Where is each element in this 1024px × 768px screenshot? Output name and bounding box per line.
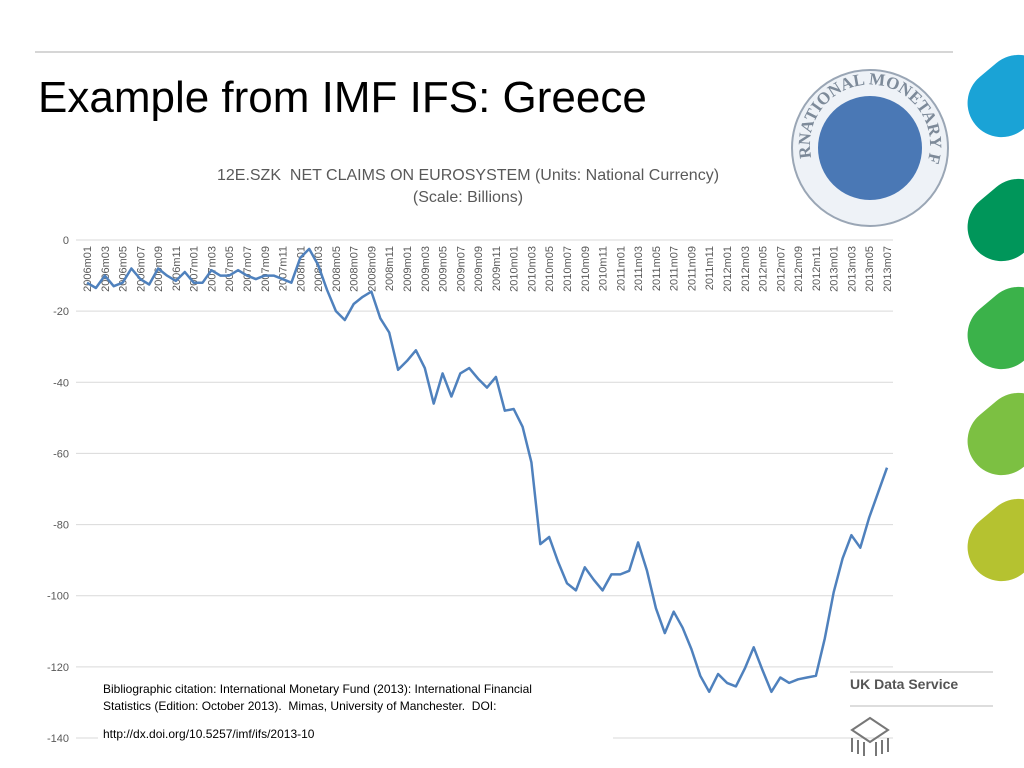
- y-tick-label: -60: [53, 448, 69, 460]
- x-tick-label: 2008m11: [384, 246, 396, 291]
- brand-icon: [850, 716, 890, 756]
- chart-subtitle: (Scale: Billions): [413, 189, 523, 206]
- x-tick-label: 2008m07: [349, 246, 361, 292]
- y-tick-label: 0: [63, 235, 69, 247]
- x-tick-label: 2013m07: [882, 246, 894, 292]
- x-tick-label: 2011m11: [704, 246, 716, 290]
- citation-line: Statistics (Edition: October 2013). Mima…: [103, 699, 496, 713]
- x-tick-label: 2012m07: [775, 246, 787, 292]
- x-tick-label: 2006m11: [171, 246, 183, 291]
- x-tick-label: 2009m01: [402, 246, 414, 292]
- x-tick-label: 2007m09: [260, 246, 272, 292]
- citation-line: Bibliographic citation: International Mo…: [103, 682, 532, 696]
- x-tick-label: 2011m05: [651, 246, 663, 291]
- x-tick-label: 2013m01: [829, 246, 841, 292]
- tab: [967, 392, 1024, 476]
- x-tick-label: 2006m07: [135, 246, 147, 292]
- x-tick-label: 2006m01: [82, 246, 94, 292]
- x-tick-label: 2008m05: [331, 246, 343, 292]
- citation-box: [98, 676, 613, 746]
- y-tick-label: -120: [47, 662, 69, 674]
- x-tick-label: 2011m07: [669, 246, 681, 291]
- x-tick-label: 2012m01: [722, 246, 734, 292]
- x-tick-label: 2010m03: [526, 246, 538, 292]
- series-line: [86, 247, 889, 694]
- x-tick-label: 2011m09: [686, 246, 698, 291]
- x-tick-label: 2009m07: [455, 246, 467, 292]
- tab: [967, 54, 1024, 138]
- x-tick-label: 2013m05: [864, 246, 876, 292]
- brand: UK Data Service: [850, 676, 958, 692]
- x-tick-label: 2009m09: [473, 246, 485, 292]
- tabs: [967, 54, 1024, 582]
- x-tick-label: 2006m03: [100, 246, 112, 292]
- tab: [967, 286, 1024, 370]
- tab: [967, 178, 1024, 262]
- x-tick-label: 2009m03: [420, 246, 432, 292]
- x-tick-label: 2008m01: [295, 246, 307, 292]
- x-tick-label: 2012m03: [740, 246, 752, 292]
- x-tick-label: 2006m05: [118, 246, 130, 292]
- chart-title: 12E.SZK NET CLAIMS ON EUROSYSTEM (Units:…: [217, 167, 719, 184]
- slide-title: Example from IMF IFS: Greece: [38, 73, 647, 122]
- x-tick-label: 2011m03: [633, 246, 645, 291]
- globe: [818, 96, 922, 200]
- y-tick-label: -40: [53, 377, 69, 389]
- x-tick-label: 2009m11: [491, 246, 503, 291]
- tab: [967, 498, 1024, 582]
- x-tick-label: 2012m09: [793, 246, 805, 292]
- citation-line: http://dx.doi.org/10.5257/imf/ifs/2013-1…: [103, 727, 315, 741]
- x-tick-label: 2009m05: [438, 246, 450, 292]
- x-tick-label: 2013m03: [846, 246, 858, 292]
- y-tick-label: -100: [47, 591, 69, 603]
- x-tick-label: 2007m07: [242, 246, 254, 292]
- x-tick-label: 2007m11: [278, 246, 290, 291]
- x-tick-label: 2010m01: [509, 246, 521, 292]
- plot: 0 -20 -40 -60 -80 -100 -120 -140 2006m01 2006m03 2…: [47, 235, 894, 745]
- y-tick-label: -20: [53, 306, 69, 318]
- x-tick-label: 2010m11: [598, 246, 610, 291]
- x-tick-label: 2007m03: [206, 246, 218, 292]
- y-tick-label: -140: [47, 733, 69, 745]
- x-tick-label: 2010m07: [562, 246, 574, 292]
- x-tick-label: 2011m01: [615, 246, 627, 291]
- x-tick-label: 2007m05: [224, 246, 236, 292]
- x-tick-label: 2012m11: [811, 246, 823, 291]
- icon: [850, 716, 890, 756]
- x-tick-label: 2010m05: [544, 246, 556, 292]
- x-tick-label: 2008m09: [366, 246, 378, 292]
- y-tick-label: -80: [53, 520, 69, 532]
- x-tick-label: 2007m01: [189, 246, 201, 292]
- x-tick-label: 2010m09: [580, 246, 592, 292]
- x-tick-label: 2012m05: [758, 246, 770, 292]
